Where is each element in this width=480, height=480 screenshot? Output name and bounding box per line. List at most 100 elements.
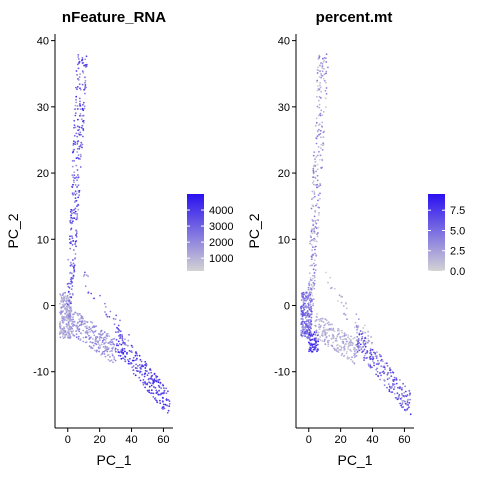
data-point: [72, 194, 74, 196]
data-point: [367, 342, 369, 344]
data-point: [399, 379, 401, 381]
data-point: [75, 194, 77, 196]
data-point: [309, 272, 311, 274]
data-point: [167, 399, 169, 401]
data-point: [338, 351, 340, 353]
data-point: [69, 307, 71, 309]
data-point: [114, 323, 116, 325]
data-point: [330, 328, 332, 330]
data-point: [90, 341, 92, 343]
data-point: [166, 398, 168, 400]
data-point: [106, 351, 108, 353]
data-point: [71, 328, 73, 330]
data-point: [392, 384, 394, 386]
data-point: [85, 336, 87, 338]
data-point: [111, 359, 113, 361]
data-point: [138, 377, 140, 379]
data-point: [76, 205, 78, 207]
data-point: [316, 339, 318, 341]
data-point: [317, 235, 319, 237]
data-point: [64, 313, 66, 315]
data-point: [317, 69, 319, 71]
data-point: [103, 343, 105, 345]
data-point: [116, 343, 118, 345]
data-point: [167, 390, 169, 392]
data-point: [361, 338, 363, 340]
data-point: [319, 65, 321, 67]
data-point: [159, 400, 161, 402]
data-point: [127, 345, 129, 347]
data-point: [95, 340, 97, 342]
data-point: [316, 81, 318, 83]
data-point: [73, 179, 75, 181]
data-point: [128, 361, 130, 363]
data-point: [142, 382, 144, 384]
data-point: [314, 232, 316, 234]
data-point: [315, 205, 317, 207]
data-point: [316, 227, 318, 229]
data-point: [301, 299, 303, 301]
data-point: [333, 347, 335, 349]
data-point: [313, 180, 315, 182]
data-point: [86, 325, 88, 327]
data-point: [322, 335, 324, 337]
data-point: [395, 397, 397, 399]
data-point: [317, 72, 319, 74]
data-point: [376, 363, 378, 365]
data-point: [389, 386, 391, 388]
data-point: [118, 331, 120, 333]
data-point: [126, 352, 128, 354]
data-point: [300, 332, 302, 334]
data-point: [316, 319, 318, 321]
data-point: [343, 313, 345, 315]
data-point: [63, 332, 65, 334]
data-point: [323, 321, 325, 323]
data-point: [311, 317, 313, 319]
data-point: [315, 337, 317, 339]
data-point: [106, 347, 108, 349]
data-point: [71, 322, 73, 324]
data-point: [72, 166, 74, 168]
data-point: [351, 356, 353, 358]
data-point: [162, 397, 164, 399]
data-point: [90, 347, 92, 349]
data-point: [152, 396, 154, 398]
data-point: [395, 377, 397, 379]
data-point: [155, 397, 157, 399]
y-tick-label: 40: [278, 36, 290, 48]
data-point: [391, 391, 393, 393]
data-point: [310, 310, 312, 312]
data-point: [354, 326, 356, 328]
data-point: [339, 294, 341, 296]
data-point: [84, 272, 86, 274]
data-point: [113, 344, 115, 346]
data-point: [115, 315, 117, 317]
data-point: [99, 336, 101, 338]
data-point: [318, 124, 320, 126]
data-point: [74, 135, 76, 137]
data-point: [309, 337, 311, 339]
data-point: [330, 288, 332, 290]
data-point: [312, 304, 314, 306]
data-point: [61, 298, 63, 300]
data-point: [102, 333, 104, 335]
data-point: [84, 86, 86, 88]
data-point: [106, 337, 108, 339]
data-point: [313, 263, 315, 265]
data-point: [76, 193, 78, 195]
data-point: [311, 313, 313, 315]
data-point: [98, 333, 100, 335]
data-point: [146, 384, 148, 386]
data-point: [319, 84, 321, 86]
data-point: [75, 102, 77, 104]
data-point: [113, 358, 115, 360]
y-axis-label: PC_2: [5, 213, 21, 248]
data-point: [80, 324, 82, 326]
data-point: [69, 287, 71, 289]
data-point: [369, 352, 371, 354]
data-point: [344, 344, 346, 346]
data-point: [314, 259, 316, 261]
data-point: [325, 90, 327, 92]
data-point: [320, 87, 322, 89]
data-point: [357, 351, 359, 353]
